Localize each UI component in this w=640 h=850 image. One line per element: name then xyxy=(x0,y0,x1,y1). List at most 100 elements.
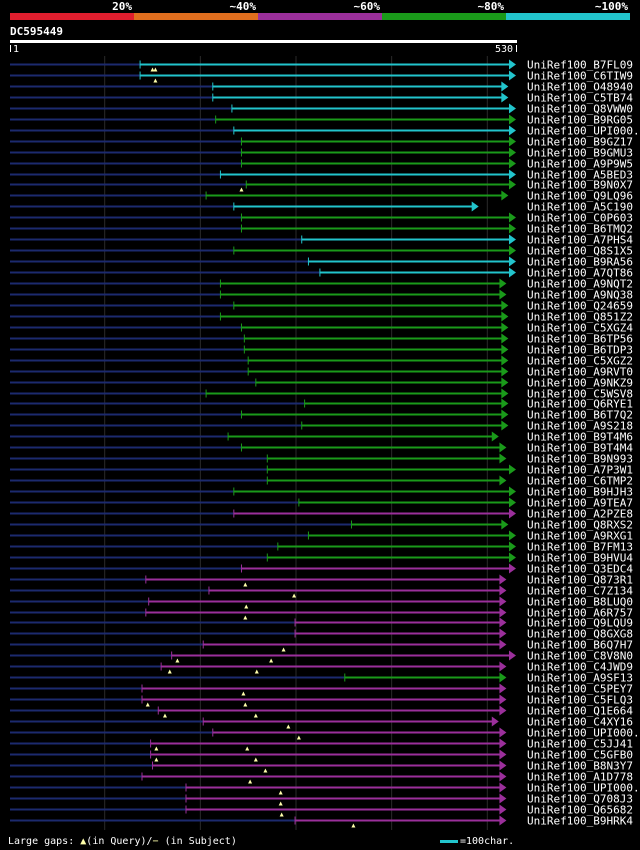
hit-label[interactable]: UniRef100_UPI000.. xyxy=(527,125,640,138)
hit-label[interactable]: UniRef100_B9GMU3 xyxy=(527,147,633,160)
hit-row[interactable]: UniRef100_B9T4M6 xyxy=(10,431,633,444)
hit-row[interactable]: UniRef100_B9HVU4 xyxy=(10,552,633,565)
hit-row[interactable]: UniRef100_Q6RYE1 xyxy=(10,398,633,411)
hit-row[interactable]: UniRef100_UPI000.. xyxy=(10,782,640,795)
hit-label[interactable]: UniRef100_C6TMP2 xyxy=(527,475,633,488)
hit-label[interactable]: UniRef100_C6TIW9 xyxy=(527,70,633,83)
hit-row[interactable]: UniRef100_A9RVT0 xyxy=(10,366,633,379)
hit-label[interactable]: UniRef100_C4XY16 xyxy=(527,716,633,729)
hit-label[interactable]: UniRef100_A9NQT2 xyxy=(527,278,633,291)
hit-label[interactable]: UniRef100_UPI000.. xyxy=(527,782,640,795)
hit-label[interactable]: UniRef100_B8LUQ0 xyxy=(527,596,633,609)
hit-label[interactable]: UniRef100_A9TEA7 xyxy=(527,497,633,510)
hit-row[interactable]: UniRef100_A9RXG1 xyxy=(10,530,633,543)
hit-row[interactable]: UniRef100_Q8GXG8 xyxy=(10,628,633,641)
hit-row[interactable]: UniRef100_C0P603 xyxy=(10,212,633,225)
hit-row[interactable]: UniRef100_Q708J3 xyxy=(10,793,633,806)
hit-label[interactable]: UniRef100_C5WSV8 xyxy=(527,388,633,401)
hit-row[interactable]: UniRef100_B9T4M4 xyxy=(10,442,633,455)
hit-label[interactable]: UniRef100_Q873R1 xyxy=(527,574,633,587)
hit-label[interactable]: UniRef100_B9RG05 xyxy=(527,114,633,127)
hit-label[interactable]: UniRef100_C5GFB0 xyxy=(527,749,633,762)
hit-label[interactable]: UniRef100_A7P3W1 xyxy=(527,464,633,477)
hit-row[interactable]: UniRef100_C5XGZ2 xyxy=(10,355,633,368)
hit-row[interactable]: UniRef100_Q8VWW0 xyxy=(10,103,633,116)
hit-row[interactable]: UniRef100_A5BED3 xyxy=(10,169,633,182)
hit-label[interactable]: UniRef100_Q8RXS2 xyxy=(527,519,633,532)
hit-label[interactable]: UniRef100_C5FLQ3 xyxy=(527,694,633,707)
hit-label[interactable]: UniRef100_A9RXG1 xyxy=(527,530,633,543)
hit-label[interactable]: UniRef100_B6TMQ2 xyxy=(527,223,633,236)
hit-label[interactable]: UniRef100_Q24659 xyxy=(527,300,633,313)
hit-label[interactable]: UniRef100_Q1E664 xyxy=(527,705,633,718)
hit-label[interactable]: UniRef100_A9NQ38 xyxy=(527,289,633,302)
hit-label[interactable]: UniRef100_Q3EDC4 xyxy=(527,563,633,576)
hit-label[interactable]: UniRef100_Q6RYE1 xyxy=(527,398,633,411)
hit-row[interactable]: UniRef100_C5WSV8 xyxy=(10,388,633,401)
hit-label[interactable]: UniRef100_C7Z134 xyxy=(527,585,633,598)
hit-label[interactable]: UniRef100_B6TDP3 xyxy=(527,344,633,357)
hit-row[interactable]: UniRef100_Q8RXS2 xyxy=(10,519,633,532)
hit-row[interactable]: UniRef100_B6TMQ2 xyxy=(10,223,633,236)
hit-row[interactable]: UniRef100_Q851Z2 xyxy=(10,311,633,324)
hit-label[interactable]: UniRef100_B6TP56 xyxy=(527,333,633,346)
hit-label[interactable]: UniRef100_A7QT86 xyxy=(527,267,633,280)
hit-label[interactable]: UniRef100_A6R757 xyxy=(527,607,633,620)
hit-row[interactable]: UniRef100_C6TIW9 xyxy=(10,70,633,83)
hit-label[interactable]: UniRef100_C8V8N0 xyxy=(527,650,633,663)
hit-row[interactable]: UniRef100_O48940 xyxy=(10,81,633,94)
hit-row[interactable]: UniRef100_B9HJH3 xyxy=(10,486,633,499)
hit-label[interactable]: UniRef100_C4JWD9 xyxy=(527,661,633,674)
hit-row[interactable]: UniRef100_Q24659 xyxy=(10,300,633,313)
hit-label[interactable]: UniRef100_B7FL09 xyxy=(527,59,633,72)
hit-label[interactable]: UniRef100_Q8VWW0 xyxy=(527,103,633,116)
hit-label[interactable]: UniRef100_A9S218 xyxy=(527,420,633,433)
hit-row[interactable]: UniRef100_A9TEA7 xyxy=(10,497,633,510)
hit-row[interactable]: UniRef100_B8N3Y7 xyxy=(10,760,633,773)
hit-row[interactable]: UniRef100_A6R757 xyxy=(10,607,633,620)
hit-row[interactable]: UniRef100_Q65682 xyxy=(10,804,633,817)
hit-label[interactable]: UniRef100_Q8GXG8 xyxy=(527,628,633,641)
hit-row[interactable]: UniRef100_C5JJ41 xyxy=(10,738,633,751)
hit-row[interactable]: UniRef100_B6TP56 xyxy=(10,333,633,346)
hit-row[interactable]: UniRef100_A9NKZ9 xyxy=(10,377,633,390)
hit-row[interactable]: UniRef100_B9HRK4 xyxy=(10,815,633,828)
hit-label[interactable]: UniRef100_A5BED3 xyxy=(527,169,633,182)
hit-row[interactable]: UniRef100_Q8S1X5 xyxy=(10,245,633,258)
hit-label[interactable]: UniRef100_B9T4M4 xyxy=(527,442,633,455)
hit-label[interactable]: UniRef100_A5C190 xyxy=(527,201,633,214)
hit-row[interactable]: UniRef100_A7P3W1 xyxy=(10,464,633,477)
hit-row[interactable]: UniRef100_B9GMU3 xyxy=(10,147,633,160)
hit-row[interactable]: UniRef100_C6TMP2 xyxy=(10,475,633,488)
hit-label[interactable]: UniRef100_UPI000.. xyxy=(527,727,640,740)
hit-label[interactable]: UniRef100_C5XGZ2 xyxy=(527,355,633,368)
hit-row[interactable]: UniRef100_A7QT86 xyxy=(10,267,633,280)
hit-label[interactable]: UniRef100_A9SF13 xyxy=(527,672,633,685)
hit-row[interactable]: UniRef100_B9N993 xyxy=(10,453,633,466)
hit-row[interactable]: UniRef100_Q3EDC4 xyxy=(10,563,633,576)
hit-label[interactable]: UniRef100_A9NKZ9 xyxy=(527,377,633,390)
hit-row[interactable]: UniRef100_Q873R1 xyxy=(10,574,633,587)
hit-row[interactable]: UniRef100_A9P9W5 xyxy=(10,158,633,171)
hit-row[interactable]: UniRef100_A5C190 xyxy=(10,201,633,214)
hit-label[interactable]: UniRef100_B9N993 xyxy=(527,453,633,466)
hit-row[interactable]: UniRef100_A9S218 xyxy=(10,420,633,433)
hit-row[interactable]: UniRef100_Q9LQ96 xyxy=(10,190,633,203)
hit-row[interactable]: UniRef100_B9RA56 xyxy=(10,256,633,269)
hit-row[interactable]: UniRef100_Q9LQU9 xyxy=(10,617,633,630)
hit-row[interactable]: UniRef100_A7PHS4 xyxy=(10,234,633,247)
hit-row[interactable]: UniRef100_C4XY16 xyxy=(10,716,633,729)
hit-row[interactable]: UniRef100_C5PEY7 xyxy=(10,683,633,696)
hit-label[interactable]: UniRef100_A9RVT0 xyxy=(527,366,633,379)
hit-label[interactable]: UniRef100_C5XGZ4 xyxy=(527,322,633,335)
hit-label[interactable]: UniRef100_B9RA56 xyxy=(527,256,633,269)
hit-label[interactable]: UniRef100_C5TB74 xyxy=(527,92,633,105)
hit-label[interactable]: UniRef100_Q9LQ96 xyxy=(527,190,633,203)
hit-label[interactable]: UniRef100_B9N0X7 xyxy=(527,179,633,192)
hit-row[interactable]: UniRef100_UPI000.. xyxy=(10,125,640,138)
hit-label[interactable]: UniRef100_B6T7Q2 xyxy=(527,409,633,422)
hit-row[interactable]: UniRef100_A9SF13 xyxy=(10,672,633,685)
hit-row[interactable]: UniRef100_A9NQ38 xyxy=(10,289,633,302)
hit-row[interactable]: UniRef100_UPI000.. xyxy=(10,727,640,740)
hit-label[interactable]: UniRef100_B9HVU4 xyxy=(527,552,633,565)
